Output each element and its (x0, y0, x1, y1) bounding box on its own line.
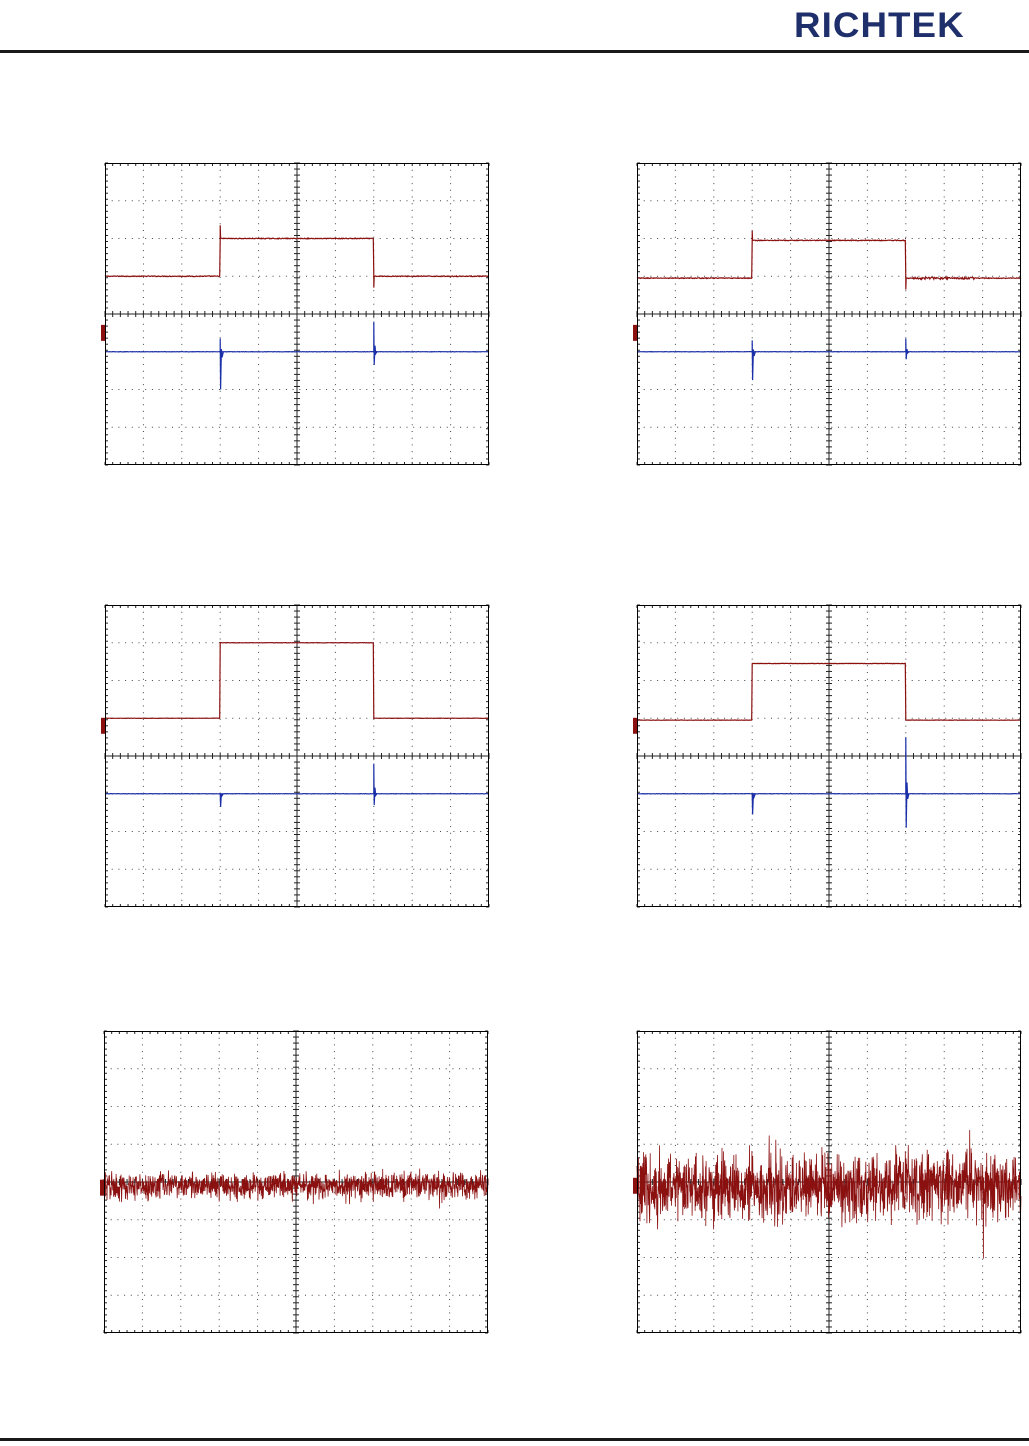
channel-marker (633, 324, 637, 341)
scope-plot (633, 1030, 1022, 1334)
richtek-logo: RICHTEK (794, 6, 965, 45)
trace-2 (636, 737, 1021, 828)
trace-1 (636, 230, 1022, 290)
scope-screenshot-4 (633, 604, 1022, 908)
trace-1 (105, 641, 490, 720)
trace-2 (105, 321, 490, 390)
channel-marker (101, 324, 105, 341)
scope-screenshot-1 (101, 162, 490, 466)
footer-divider (0, 1438, 1029, 1441)
scope-plot (633, 604, 1022, 908)
scope-frame (105, 163, 489, 465)
header-divider (0, 50, 1029, 53)
channel-marker (633, 717, 637, 734)
trace-1 (103, 1168, 489, 1209)
trace-2 (104, 763, 490, 808)
scope-frame (105, 605, 489, 907)
scope-plot (101, 604, 490, 908)
scope-screenshot-6 (633, 1030, 1022, 1334)
trace-1 (104, 225, 490, 288)
scope-frame (637, 1031, 1021, 1333)
channel-marker (100, 1179, 104, 1196)
channel-marker (633, 1177, 637, 1194)
scope-screenshot-3 (101, 604, 490, 908)
trace-2 (636, 338, 1022, 381)
scope-screenshot-5 (100, 1030, 489, 1334)
scope-plot (100, 1030, 489, 1334)
trace-1 (636, 1129, 1022, 1259)
scope-screenshot-2 (633, 162, 1022, 466)
scope-frame (104, 1031, 488, 1333)
trace-1 (636, 662, 1022, 721)
scope-frame (637, 163, 1021, 465)
scope-plot (633, 162, 1022, 466)
scope-plot (101, 162, 490, 466)
channel-marker (101, 717, 105, 734)
axis-ticks (104, 604, 490, 908)
scope-frame (637, 605, 1021, 907)
